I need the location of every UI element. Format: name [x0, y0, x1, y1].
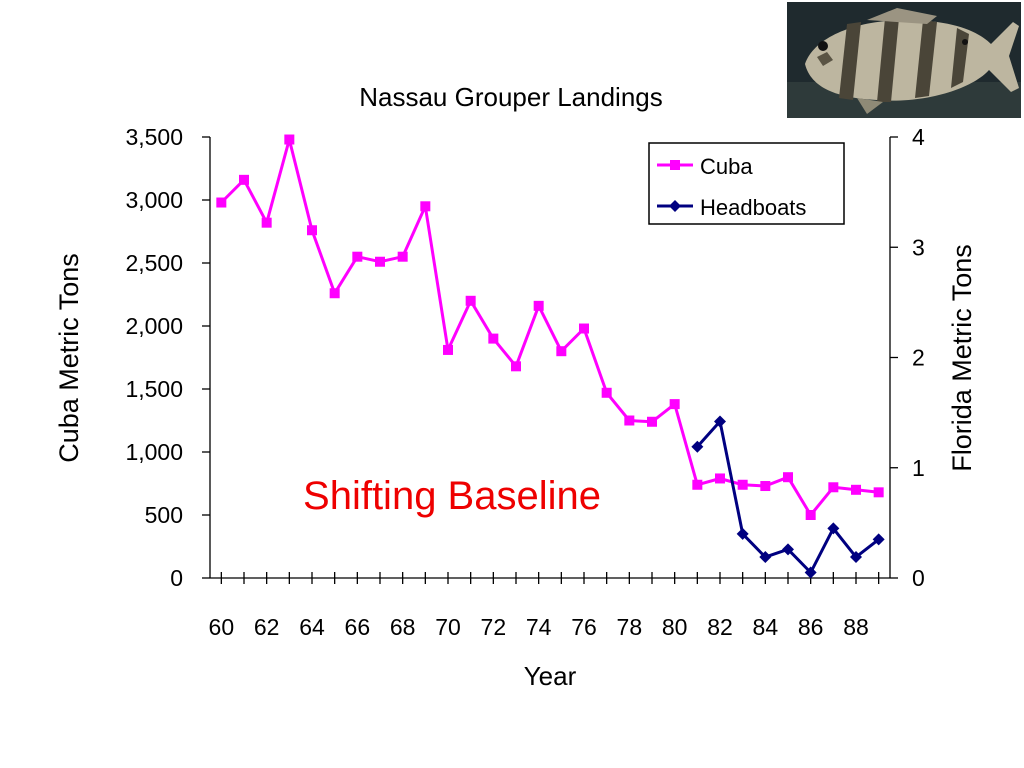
- legend-cuba-label: Cuba: [700, 154, 753, 179]
- data-point-cuba: [488, 333, 499, 344]
- legend-headboats-label: Headboats: [700, 195, 806, 220]
- data-point-headboats: [782, 543, 794, 556]
- chart-title: Nassau Grouper Landings: [359, 82, 663, 112]
- data-point-cuba: [669, 399, 680, 410]
- data-point-headboats: [872, 533, 885, 546]
- data-point-cuba: [783, 472, 793, 483]
- data-point-cuba: [715, 473, 725, 484]
- data-point-cuba: [239, 174, 249, 185]
- shifting-baseline-annotation: Shifting Baseline: [303, 474, 601, 518]
- data-point-cuba: [851, 484, 861, 495]
- data-point-cuba: [511, 361, 521, 372]
- data-point-headboats: [804, 566, 817, 579]
- x-tick-label: 68: [390, 614, 416, 640]
- y-left-tick-label: 2,000: [125, 313, 183, 339]
- data-point-cuba: [397, 251, 408, 262]
- y-right-tick-label: 3: [912, 234, 925, 260]
- legend-headboats-marker: [669, 200, 681, 212]
- data-point-cuba: [692, 479, 703, 490]
- x-tick-label: 72: [481, 614, 507, 640]
- y-left-tick-label: 3,500: [125, 124, 183, 150]
- data-point-cuba: [465, 295, 476, 306]
- data-point-cuba: [352, 251, 363, 262]
- data-point-headboats: [827, 522, 840, 535]
- y-right-tick-label: 1: [912, 455, 925, 481]
- y-axis-right-label: Florida Metric Tons: [947, 244, 977, 472]
- legend-cuba-marker: [670, 160, 680, 170]
- x-tick-label: 64: [299, 614, 325, 640]
- data-point-cuba: [307, 225, 317, 236]
- x-tick-label: 84: [753, 614, 779, 640]
- y-left-tick-label: 500: [145, 502, 183, 528]
- x-tick-label: 78: [617, 614, 643, 640]
- data-point-cuba: [601, 387, 612, 398]
- x-axis-label: Year: [524, 661, 577, 691]
- axes: 0 500 1,000 1,500 2,000 2,500 3,000 3,500 0 1 2 3 4 6…: [125, 124, 925, 640]
- data-point-cuba: [533, 300, 544, 311]
- y-left-tick-label: 1,000: [125, 439, 183, 465]
- data-point-cuba: [737, 479, 748, 490]
- legend: Cuba Headboats: [648, 142, 845, 225]
- data-point-cuba: [329, 288, 340, 299]
- x-tick-label: 88: [843, 614, 869, 640]
- y-right-tick-label: 2: [912, 345, 925, 371]
- data-point-headboats: [850, 551, 862, 564]
- data-point-cuba: [556, 346, 567, 357]
- data-point-headboats: [691, 440, 704, 453]
- data-point-cuba: [261, 217, 272, 228]
- data-point-cuba: [420, 201, 431, 212]
- y-right-tick-label: 0: [912, 565, 925, 591]
- x-tick-label: 74: [526, 614, 552, 640]
- data-point-cuba: [647, 416, 657, 427]
- data-point-cuba: [760, 481, 771, 492]
- data-point-cuba: [443, 344, 453, 355]
- x-tick-label: 80: [662, 614, 688, 640]
- data-point-cuba: [216, 197, 227, 208]
- series-layer: [216, 134, 885, 579]
- x-tick-label: 76: [571, 614, 597, 640]
- data-point-headboats: [736, 527, 749, 540]
- x-tick-label: 62: [254, 614, 280, 640]
- data-point-cuba: [579, 323, 589, 334]
- x-tick-label: 60: [209, 614, 235, 640]
- data-point-cuba: [828, 482, 839, 493]
- y-left-tick-label: 0: [170, 565, 183, 591]
- x-tick-label: 66: [345, 614, 371, 640]
- y-right-tick-label: 4: [912, 124, 925, 150]
- y-left-tick-label: 2,500: [125, 250, 183, 276]
- x-tick-label: 82: [707, 614, 733, 640]
- x-tick-label: 86: [798, 614, 824, 640]
- data-point-cuba: [284, 134, 295, 145]
- data-point-headboats: [714, 415, 726, 428]
- y-left-tick-label: 1,500: [125, 376, 183, 402]
- y-axis-left-label: Cuba Metric Tons: [54, 253, 84, 463]
- grouper-fish-icon: [805, 8, 1019, 114]
- data-point-cuba: [624, 415, 635, 426]
- data-point-cuba: [873, 487, 884, 498]
- data-point-cuba: [805, 510, 816, 520]
- data-point-cuba: [375, 256, 385, 267]
- x-tick-label: 70: [435, 614, 461, 640]
- y-left-tick-label: 3,000: [125, 187, 183, 213]
- grouper-photo: [787, 2, 1021, 118]
- data-point-headboats: [759, 551, 772, 564]
- legend-box: [648, 142, 845, 225]
